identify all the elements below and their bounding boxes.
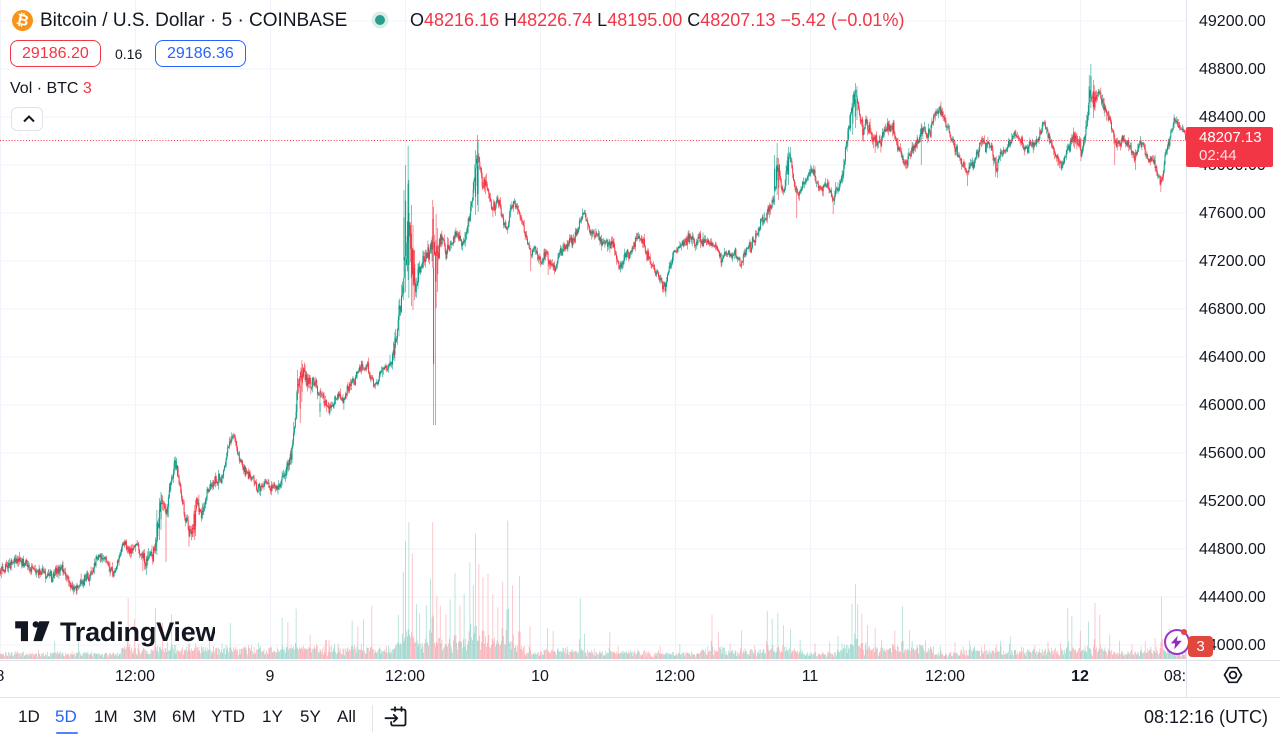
svg-text:TradingView: TradingView [60, 617, 215, 647]
